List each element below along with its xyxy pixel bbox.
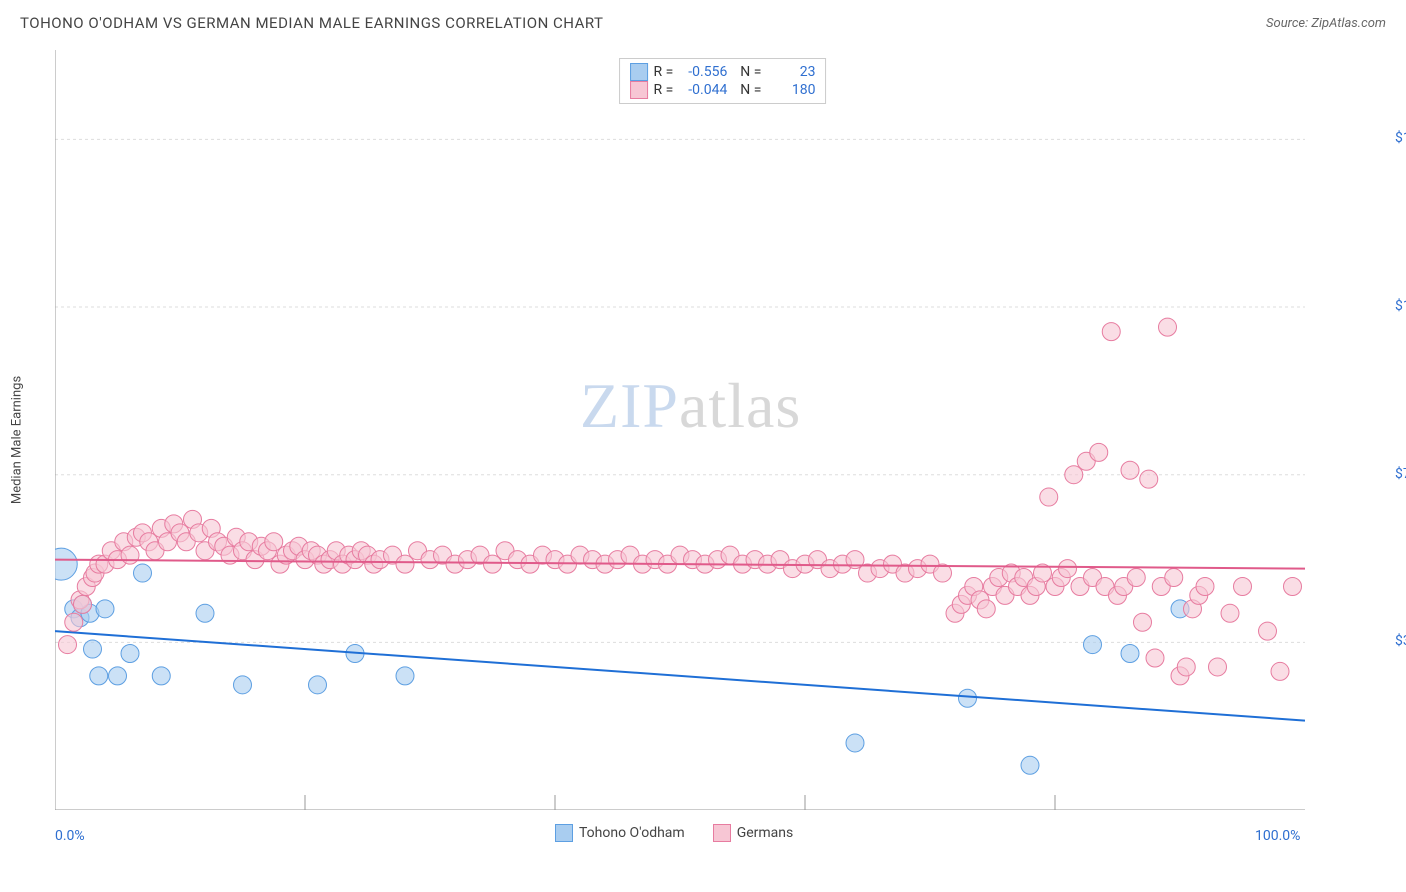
- r-label: R =: [654, 64, 674, 80]
- legend-row-german: R = -0.044 N = 180: [630, 81, 816, 99]
- r-value: -0.044: [679, 82, 727, 98]
- n-value: 23: [767, 64, 815, 80]
- n-label: N =: [733, 82, 761, 98]
- chart-area: Median Male Earnings ZIPatlas R = -0.556…: [55, 50, 1390, 830]
- r-value: -0.556: [679, 64, 727, 80]
- legend-row-tohono: R = -0.556 N = 23: [630, 63, 816, 81]
- legend-swatch: [630, 81, 648, 99]
- y-tick-label: $75,000: [1395, 466, 1406, 482]
- series-legend: Tohono O'odham Germans: [555, 824, 793, 842]
- y-tick-label: $37,500: [1395, 633, 1406, 649]
- legend-label: Tohono O'odham: [579, 825, 685, 841]
- scatter-plot: [55, 50, 1305, 810]
- y-axis-label: Median Male Earnings: [10, 376, 25, 504]
- x-tick-label: 100.0%: [1255, 828, 1300, 844]
- n-label: N =: [733, 64, 761, 80]
- legend-item: Germans: [713, 824, 794, 842]
- legend-item: Tohono O'odham: [555, 824, 685, 842]
- source-attribution: Source: ZipAtlas.com: [1266, 16, 1386, 31]
- r-label: R =: [654, 82, 674, 98]
- x-tick-label: 0.0%: [55, 828, 85, 844]
- y-tick-label: $112,500: [1395, 298, 1406, 314]
- correlation-legend: R = -0.556 N = 23 R = -0.044 N = 180: [619, 58, 827, 104]
- legend-swatch: [555, 824, 573, 842]
- chart-title: TOHONO O'ODHAM VS GERMAN MEDIAN MALE EAR…: [20, 14, 603, 32]
- legend-label: Germans: [737, 825, 794, 841]
- n-value: 180: [767, 82, 815, 98]
- legend-swatch: [713, 824, 731, 842]
- y-tick-label: $150,000: [1395, 130, 1406, 146]
- legend-swatch: [630, 63, 648, 81]
- chart-header: TOHONO O'ODHAM VS GERMAN MEDIAN MALE EAR…: [0, 0, 1406, 38]
